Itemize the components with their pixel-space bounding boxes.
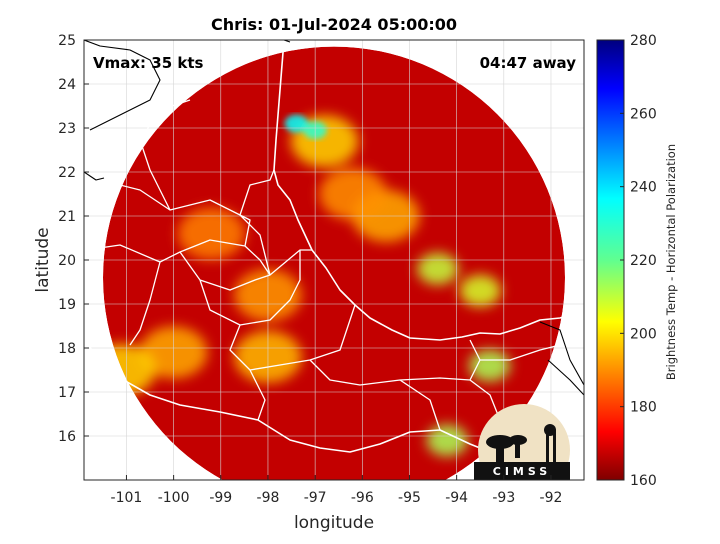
x-tick-label: -100 bbox=[158, 490, 190, 506]
x-tick-label: -101 bbox=[111, 490, 143, 506]
vmax-label: Vmax: 35 kts bbox=[93, 54, 203, 72]
y-tick-label: 16 bbox=[58, 429, 76, 445]
x-tick-label: -95 bbox=[398, 490, 421, 506]
cimss-logo-text: CIMSS bbox=[493, 465, 551, 478]
colorbar-tick-label: 200 bbox=[630, 326, 657, 342]
colorbar-tick-label: 240 bbox=[630, 180, 657, 196]
x-tick-label: -98 bbox=[257, 490, 280, 506]
swath-disk bbox=[103, 46, 565, 480]
y-axis-ticks: 16 17 18 19 20 21 22 23 24 25 bbox=[58, 33, 89, 445]
brightness-feature-5 bbox=[468, 349, 511, 382]
colorbar-bar bbox=[596, 39, 625, 481]
x-tick-label: -96 bbox=[351, 490, 374, 506]
y-tick-label: 24 bbox=[58, 77, 76, 93]
colorbar: 160 180 200 220 240 260 280 Brightness Temp - … bbox=[596, 33, 678, 489]
brightness-feature-9 bbox=[177, 207, 246, 260]
y-tick-label: 19 bbox=[58, 297, 76, 313]
colorbar-tick-label: 220 bbox=[630, 253, 657, 269]
coastlines bbox=[84, 40, 584, 463]
y-tick-label: 20 bbox=[58, 253, 76, 269]
colorbar-tick-label: 160 bbox=[630, 473, 657, 489]
y-tick-label: 25 bbox=[58, 33, 76, 49]
y-tick-label: 18 bbox=[58, 341, 76, 357]
colorbar-tick-label: 180 bbox=[630, 400, 657, 416]
brightness-feature-7 bbox=[319, 168, 387, 220]
x-tick-label: -94 bbox=[445, 490, 468, 506]
x-axis-ticks: -101 -100 -99 -98 -97 -96 -95 -94 -93 -92 bbox=[111, 475, 563, 506]
gulf-coastline bbox=[273, 40, 584, 341]
brightness-feature-3 bbox=[416, 252, 459, 285]
colorbar-tick-label: 280 bbox=[630, 33, 657, 49]
x-tick-label: -97 bbox=[304, 490, 327, 506]
outside-borders bbox=[84, 40, 584, 396]
brightness-feature-4 bbox=[459, 274, 502, 307]
plot-title: Chris: 01-Jul-2024 05:00:00 bbox=[211, 15, 457, 34]
x-tick-label: -93 bbox=[492, 490, 515, 506]
away-label: 04:47 away bbox=[480, 54, 577, 72]
y-tick-label: 17 bbox=[58, 385, 76, 401]
colorbar-tick-label: 260 bbox=[630, 106, 657, 122]
y-tick-label: 23 bbox=[58, 121, 76, 137]
pacific-coastline bbox=[84, 339, 521, 463]
cimss-logo: CIMSS bbox=[474, 404, 570, 480]
colorbar-label: Brightness Temp - Horizontal Polarizatio… bbox=[664, 144, 678, 380]
x-axis-label: longitude bbox=[294, 513, 374, 533]
y-axis-label: latitude bbox=[33, 227, 53, 292]
x-tick-label: -99 bbox=[209, 490, 232, 506]
x-tick-label: -92 bbox=[540, 490, 563, 506]
colorbar-ticks: 160 180 200 220 240 260 280 bbox=[620, 33, 657, 489]
y-tick-label: 21 bbox=[58, 209, 76, 225]
state-borders bbox=[85, 99, 561, 453]
map-plot: CIMSS Vmax: 35 kts 04:47 away bbox=[84, 40, 584, 480]
brightness-feature-12 bbox=[426, 424, 469, 457]
y-tick-label: 22 bbox=[58, 165, 76, 181]
